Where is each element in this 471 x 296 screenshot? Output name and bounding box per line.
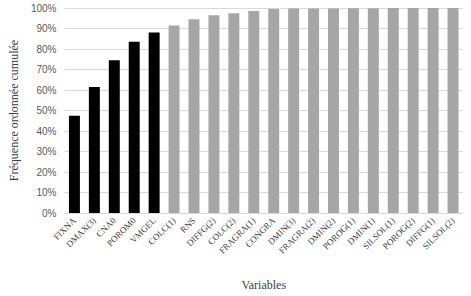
svg-text:DMIN(2): DMIN(2): [305, 215, 337, 247]
svg-text:SILSOL(1): SILSOL(1): [360, 215, 397, 252]
svg-text:DIFFG(2): DIFFG(2): [184, 215, 218, 249]
svg-text:DMAX(3): DMAX(3): [64, 215, 98, 249]
svg-text:90%: 90%: [36, 23, 56, 34]
svg-text:FRAGRA(1): FRAGRA(1): [217, 215, 258, 256]
svg-text:DMIN(1): DMIN(1): [345, 215, 377, 247]
svg-text:POROM0: POROM0: [104, 215, 138, 249]
svg-text:20%: 20%: [36, 167, 56, 178]
svg-text:Variables: Variables: [241, 278, 286, 292]
svg-text:SILSOL(2): SILSOL(2): [421, 215, 457, 251]
svg-text:50%: 50%: [36, 105, 56, 116]
svg-text:Fréquence ordonnée cumulée: Fréquence ordonnée cumulée: [7, 40, 21, 181]
svg-text:60%: 60%: [36, 85, 56, 96]
svg-text:COLC(1): COLC(1): [146, 215, 177, 246]
svg-text:RNS: RNS: [178, 215, 198, 235]
svg-text:DMIN(3): DMIN(3): [265, 215, 298, 247]
svg-text:100%: 100%: [31, 3, 57, 14]
svg-text:30%: 30%: [36, 146, 56, 157]
svg-text:CNA0: CNA0: [94, 215, 118, 240]
svg-text:VMGEL: VMGEL: [128, 215, 158, 246]
svg-text:FIXNA: FIXNA: [51, 215, 78, 242]
svg-text:10%: 10%: [36, 187, 56, 198]
svg-text:DIFFG(1): DIFFG(1): [403, 215, 437, 249]
svg-text:70%: 70%: [36, 64, 56, 75]
svg-text:FRAGRA(2): FRAGRA(2): [276, 215, 318, 256]
svg-text:COLC(2): COLC(2): [206, 215, 238, 247]
svg-text:40%: 40%: [36, 126, 56, 137]
svg-text:POROG(1): POROG(1): [320, 215, 357, 252]
svg-text:CONGRA: CONGRA: [243, 215, 278, 250]
svg-text:POROG(2): POROG(2): [380, 215, 417, 252]
svg-text:80%: 80%: [36, 44, 56, 55]
svg-text:0%: 0%: [42, 208, 57, 219]
